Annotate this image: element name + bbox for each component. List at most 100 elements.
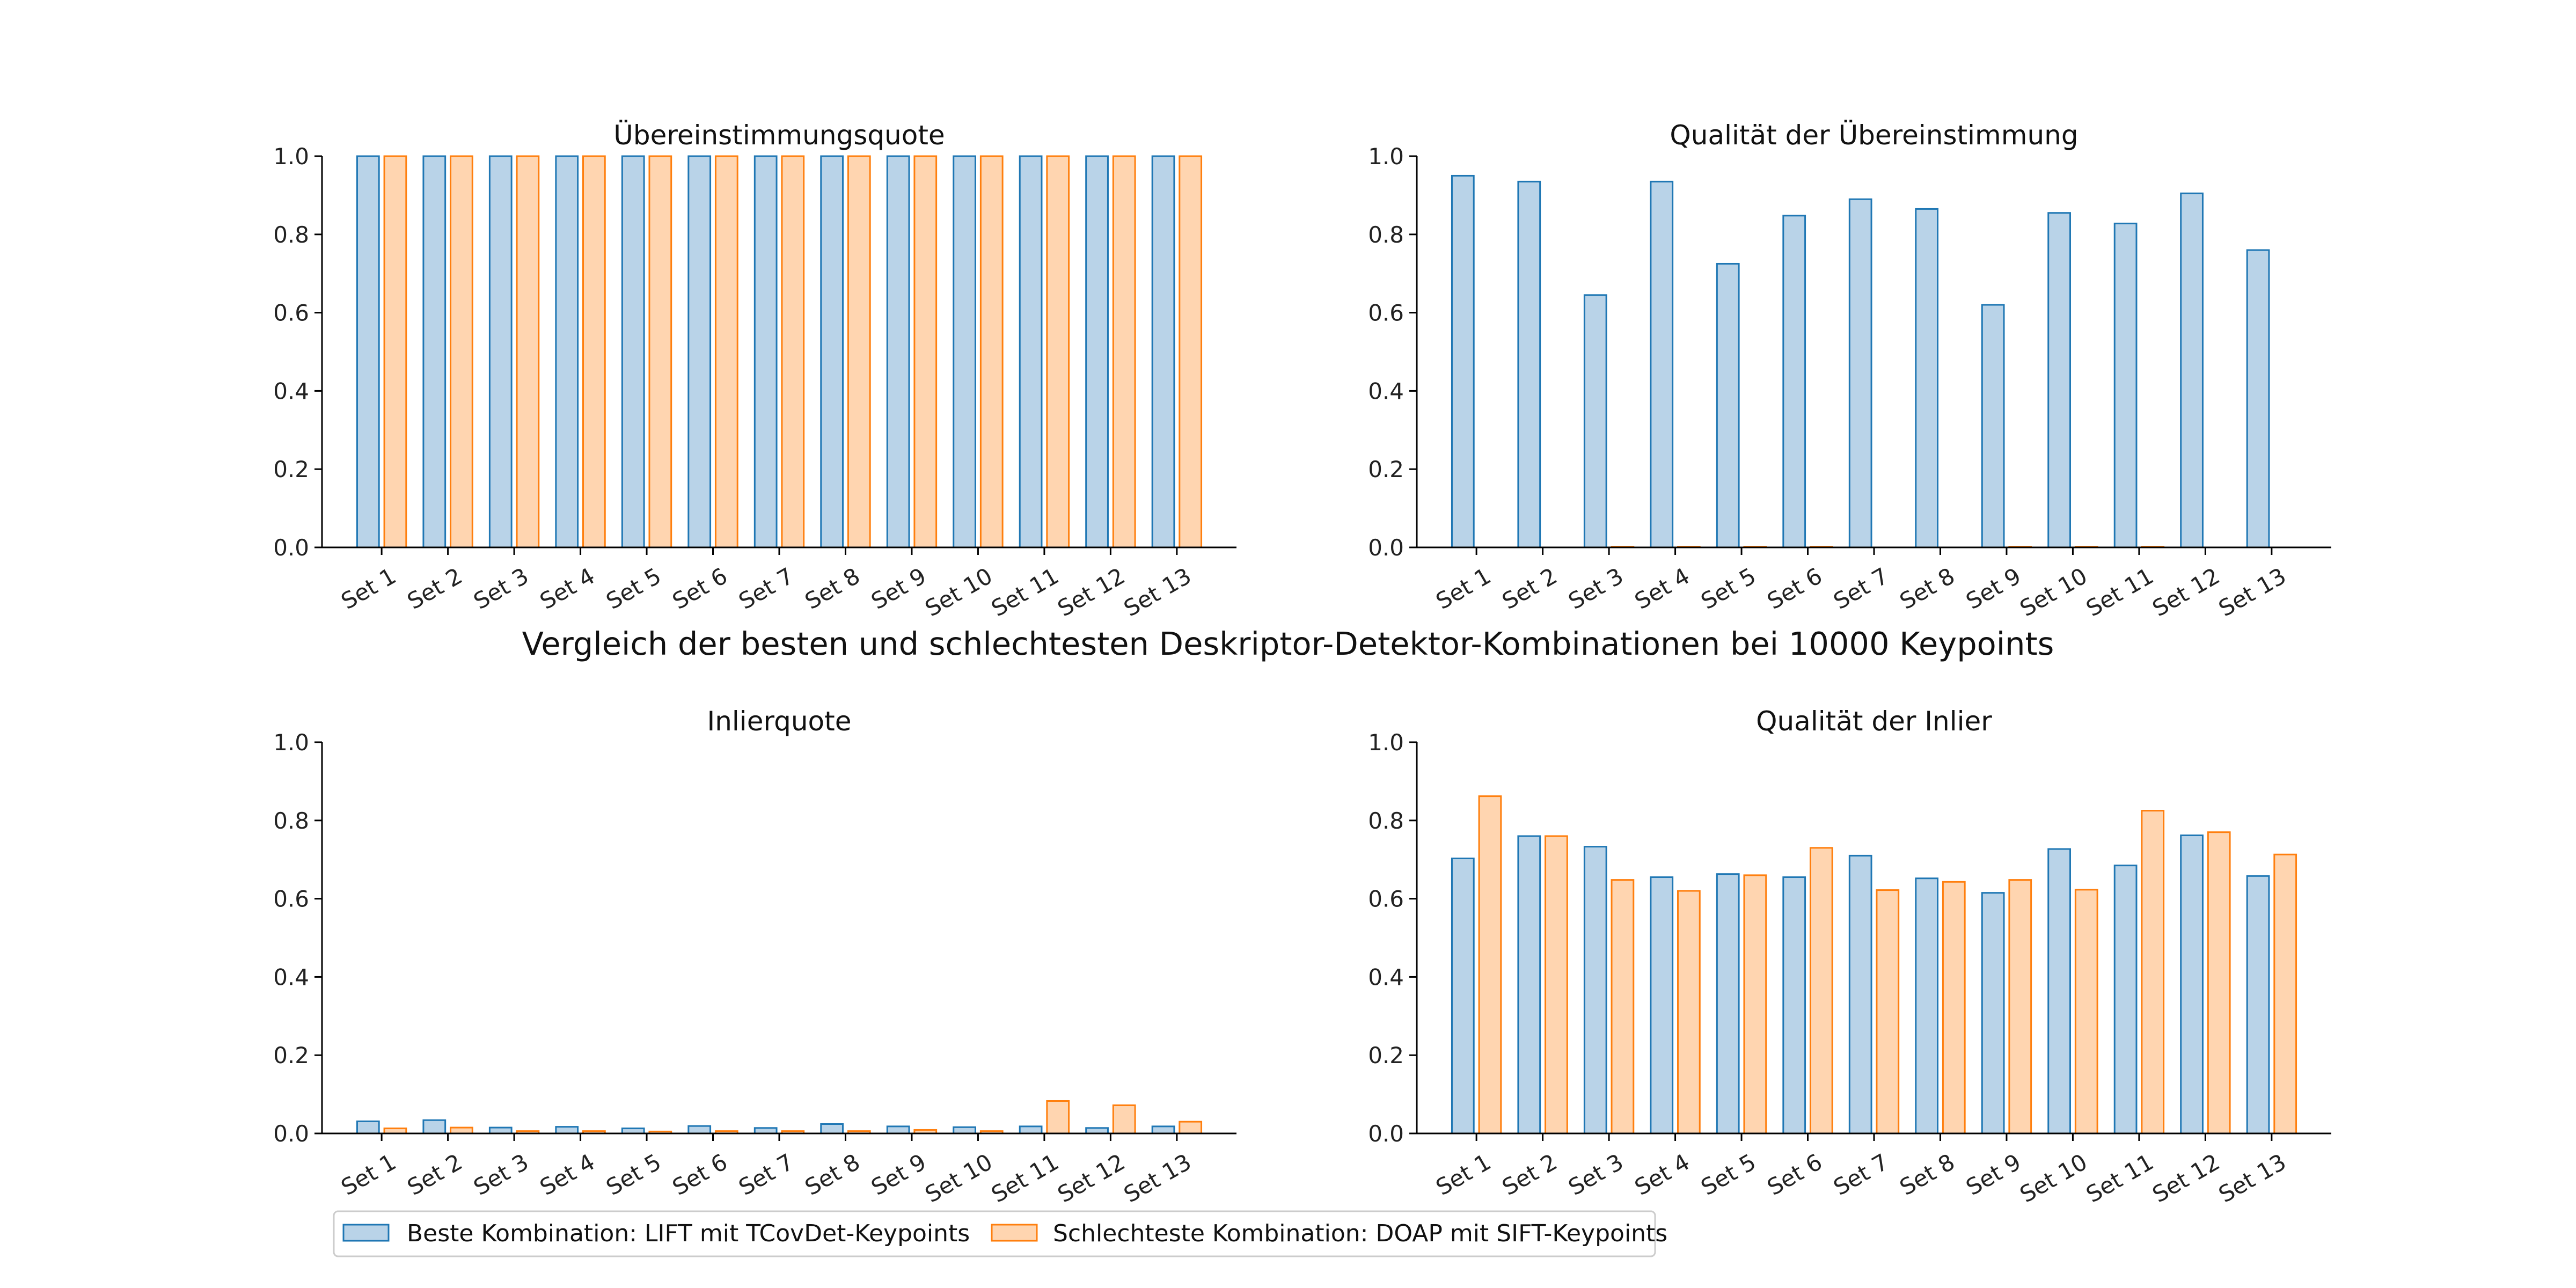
- y-tick-label: 0.6: [1368, 886, 1404, 912]
- bar-best-10: [2047, 212, 2071, 548]
- y-tick-label: 0.8: [1368, 222, 1404, 248]
- bar-worst-12: [1112, 1104, 1136, 1135]
- bar-best-6: [1782, 876, 1806, 1135]
- panel-title-1: Übereinstimmungsquote: [613, 120, 945, 151]
- legend-label-worst: Schlechteste Kombination: DOAP mit SIFT-…: [1053, 1220, 1667, 1247]
- bar-worst-1: [383, 155, 407, 548]
- legend-label-best: Beste Kombination: LIFT mit TCovDet-Keyp…: [407, 1220, 970, 1247]
- y-tick-label: 0.4: [1368, 964, 1404, 990]
- bar-best-1: [1451, 174, 1475, 548]
- y-tick-label: 1.0: [273, 143, 309, 170]
- bar-worst-5: [648, 155, 672, 548]
- bar-best-11: [1019, 155, 1043, 548]
- bar-best-11: [2113, 222, 2138, 548]
- bar-best-13: [1151, 1125, 1175, 1135]
- bar-best-10: [2047, 848, 2071, 1135]
- y-tick-label: 0.8: [273, 808, 309, 834]
- bar-worst-3: [516, 155, 540, 548]
- bar-best-4: [1650, 876, 1674, 1135]
- bar-worst-13: [2273, 853, 2297, 1135]
- bar-best-8: [820, 1123, 844, 1135]
- bar-best-9: [886, 1125, 910, 1135]
- bar-best-5: [1716, 873, 1740, 1135]
- bar-worst-4: [582, 155, 606, 548]
- y-tick-label: 0.6: [1368, 300, 1404, 326]
- bar-best-1: [356, 1120, 380, 1135]
- bar-worst-1: [1478, 795, 1502, 1135]
- bar-worst-13: [1179, 155, 1203, 548]
- bar-best-6: [687, 1125, 712, 1135]
- y-tick-label: 0.2: [273, 1042, 309, 1069]
- bar-best-3: [1583, 294, 1607, 548]
- panel-title-4: Qualität der Inlier: [1756, 706, 1992, 737]
- bar-worst-7: [781, 155, 805, 548]
- y-tick-label: 1.0: [1368, 729, 1404, 756]
- bar-best-9: [1981, 304, 2005, 548]
- bar-worst-12: [1112, 155, 1136, 548]
- bar-best-1: [1451, 858, 1475, 1135]
- bar-best-8: [1915, 877, 1939, 1135]
- bar-best-6: [1782, 215, 1806, 548]
- figure-suptitle: Vergleich der besten und schlechtesten D…: [522, 625, 2054, 662]
- y-tick-label: 1.0: [1368, 143, 1404, 170]
- bar-worst-7: [1876, 889, 1900, 1135]
- bar-best-2: [1517, 180, 1541, 548]
- panel-2: Qualität der Übereinstimmung 0.0 0.2 0.4 0.…: [1368, 120, 2331, 622]
- bar-best-2: [422, 155, 447, 548]
- bar-best-4: [1650, 180, 1674, 548]
- bar-worst-2: [450, 1126, 473, 1135]
- bar-best-5: [1716, 262, 1740, 548]
- bar-best-9: [886, 155, 910, 548]
- legend-swatch-best: [342, 1224, 390, 1242]
- bar-best-10: [953, 155, 976, 548]
- bar-worst-2: [1545, 835, 1568, 1135]
- y-tick-label: 0.0: [273, 535, 309, 561]
- y-tick-label: 0.0: [1368, 535, 1404, 561]
- panel-title-2: Qualität der Übereinstimmung: [1670, 120, 2078, 151]
- bar-worst-9: [913, 155, 938, 548]
- bar-worst-10: [2074, 889, 2098, 1135]
- bar-best-7: [753, 1127, 778, 1135]
- bar-best-8: [1915, 208, 1939, 548]
- bar-best-7: [753, 155, 778, 548]
- y-tick-label: 0.2: [1368, 456, 1404, 482]
- bar-best-10: [953, 1126, 976, 1135]
- bar-worst-11: [1046, 1100, 1070, 1135]
- bar-best-12: [1085, 155, 1109, 548]
- bar-best-11: [1019, 1125, 1043, 1135]
- y-tick-label: 0.4: [1368, 378, 1404, 404]
- bar-best-3: [488, 1126, 513, 1135]
- y-tick-label: 0.2: [273, 456, 309, 482]
- bar-best-12: [2180, 192, 2204, 548]
- y-tick-label: 0.6: [273, 300, 309, 326]
- bar-best-3: [1583, 846, 1607, 1135]
- bar-best-4: [555, 1126, 579, 1135]
- bar-best-9: [1981, 892, 2005, 1135]
- bar-worst-3: [1611, 879, 1635, 1135]
- bar-worst-12: [2207, 831, 2231, 1135]
- bar-worst-11: [2141, 810, 2165, 1135]
- bar-worst-2: [450, 155, 473, 548]
- bar-best-2: [422, 1119, 447, 1135]
- y-tick-label: 0.0: [273, 1121, 309, 1147]
- bar-worst-6: [1809, 847, 1833, 1135]
- bar-worst-13: [1179, 1121, 1203, 1135]
- bar-best-12: [2180, 835, 2204, 1135]
- y-tick-label: 0.8: [1368, 808, 1404, 834]
- bar-worst-11: [1046, 155, 1070, 548]
- y-tick-label: 0.4: [273, 964, 309, 990]
- bar-worst-9: [2008, 879, 2032, 1135]
- bar-worst-5: [1743, 874, 1767, 1135]
- bar-best-7: [1848, 854, 1872, 1135]
- bar-best-6: [687, 155, 712, 548]
- y-tick-label: 0.4: [273, 378, 309, 404]
- bar-best-5: [621, 155, 645, 548]
- bar-best-12: [1085, 1127, 1109, 1135]
- bar-worst-10: [979, 155, 1004, 548]
- bar-best-11: [2113, 865, 2138, 1135]
- legend-swatch-worst: [991, 1224, 1038, 1242]
- y-tick-label: 1.0: [273, 729, 309, 756]
- y-tick-label: 0.0: [1368, 1121, 1404, 1147]
- bar-best-13: [1151, 155, 1175, 548]
